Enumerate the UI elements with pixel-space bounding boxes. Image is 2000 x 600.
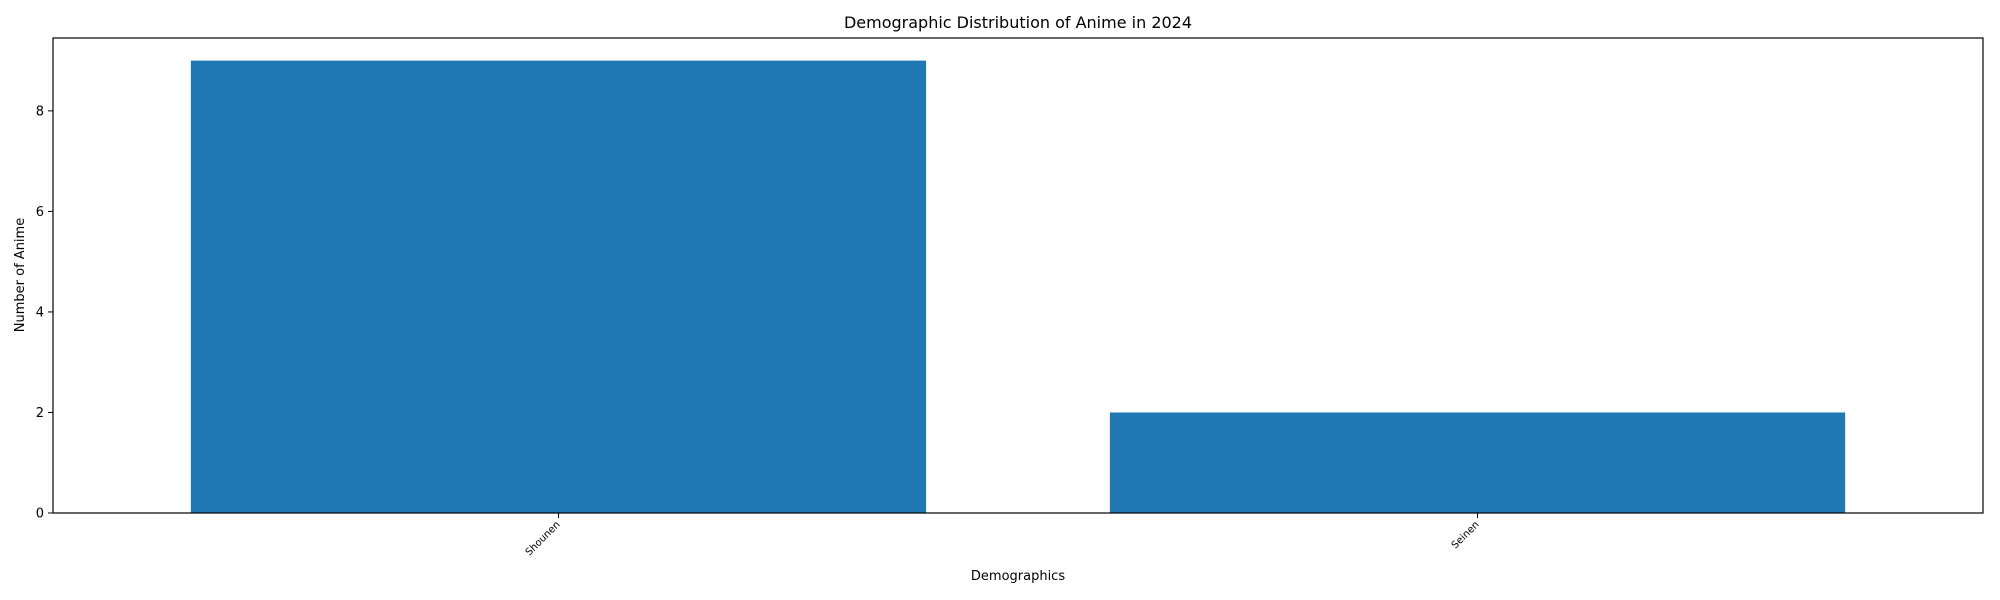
y-tick-label: 4: [36, 305, 44, 320]
y-tick-label: 0: [36, 507, 44, 522]
bar-seinen: [1109, 412, 1846, 513]
x-axis-ticks: Shounen Seinen: [524, 513, 1482, 558]
x-axis-label: Demographics: [971, 569, 1065, 584]
y-axis-label: Number of Anime: [13, 218, 28, 332]
y-tick-label: 2: [36, 406, 44, 421]
plot-frame: [52, 37, 1984, 514]
chart-title: Demographic Distribution of Anime in 202…: [844, 13, 1192, 32]
y-axis-ticks: 0 2 4 6 8: [36, 104, 53, 522]
y-tick-label: 8: [36, 104, 44, 119]
x-tick-label: Seinen: [1450, 519, 1482, 551]
bar-shounen: [190, 60, 927, 513]
x-tick-label: Shounen: [524, 519, 563, 558]
y-tick-label: 6: [36, 205, 44, 220]
bars-group: [190, 60, 1846, 513]
